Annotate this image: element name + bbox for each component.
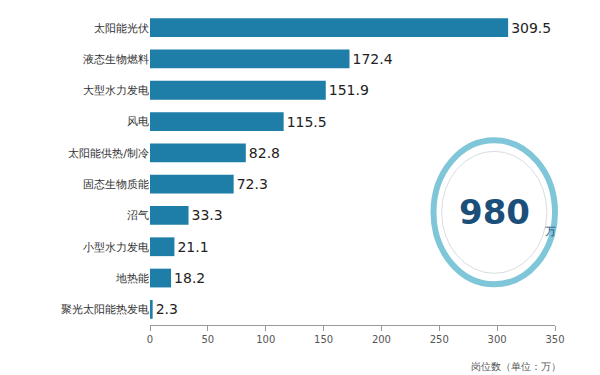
svg-text:350: 350: [545, 334, 564, 345]
svg-text:300: 300: [488, 334, 507, 345]
svg-text:980: 980: [459, 192, 530, 232]
svg-text:固态生物质能: 固态生物质能: [83, 178, 149, 191]
svg-text:50: 50: [201, 334, 214, 345]
svg-text:100: 100: [256, 334, 275, 345]
svg-text:岗位数（单位：万）: 岗位数（单位：万）: [471, 361, 561, 372]
svg-text:液态生物燃料: 液态生物燃料: [83, 53, 149, 66]
svg-text:21.1: 21.1: [177, 239, 208, 255]
svg-text:太阳能光伏: 太阳能光伏: [94, 22, 149, 35]
svg-text:250: 250: [430, 334, 449, 345]
svg-text:风电: 风电: [127, 115, 149, 128]
svg-text:2.3: 2.3: [156, 301, 178, 317]
svg-text:0: 0: [147, 334, 153, 345]
svg-text:151.9: 151.9: [329, 82, 369, 98]
svg-text:150: 150: [314, 334, 333, 345]
svg-text:沼气: 沼气: [127, 209, 149, 222]
svg-text:72.3: 72.3: [237, 176, 268, 192]
svg-text:万: 万: [545, 225, 556, 238]
svg-text:大型水力发电: 大型水力发电: [83, 84, 149, 97]
svg-text:聚光太阳能热发电: 聚光太阳能热发电: [61, 303, 149, 316]
svg-text:18.2: 18.2: [174, 270, 205, 286]
svg-text:地热能: 地热能: [115, 272, 149, 285]
svg-text:太阳能供热/制冷: 太阳能供热/制冷: [68, 147, 149, 160]
svg-text:115.5: 115.5: [287, 114, 327, 130]
svg-text:小型水力发电: 小型水力发电: [83, 241, 149, 254]
svg-text:200: 200: [372, 334, 391, 345]
svg-text:172.4: 172.4: [352, 51, 392, 67]
svg-text:82.8: 82.8: [249, 145, 280, 161]
svg-text:33.3: 33.3: [192, 207, 223, 223]
svg-text:309.5: 309.5: [511, 20, 551, 36]
